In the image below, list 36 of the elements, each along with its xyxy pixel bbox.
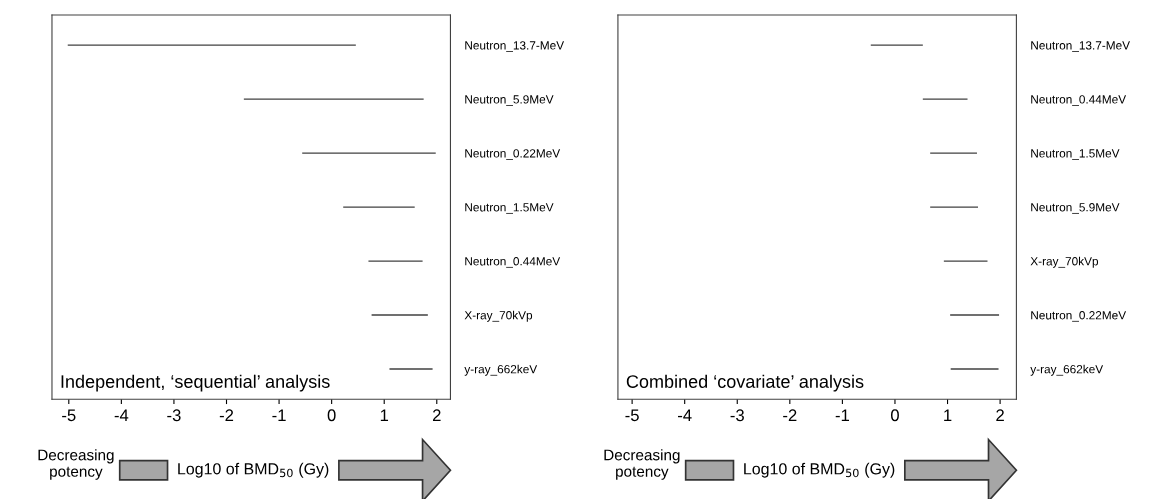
annotation: Combined ‘covariate’ analysis [626,374,864,392]
y-tick-label: y-ray_662keV [1030,364,1104,376]
y-tick-label: Neutron_13.7-MeV [1031,41,1130,52]
y-tick-label: y-ray_662keV [464,364,538,376]
y-tick-label: Neutron_0.44MeV [465,257,561,268]
y-tick-label: Neutron_1.5MeV [465,203,554,214]
x-tick-label: -4 [678,409,692,421]
x-tick-label: -2 [783,409,797,421]
x-tick-label: -3 [167,409,181,422]
y-tick-label: Neutron_0.22MeV [465,149,561,160]
x-tick-label: -5 [625,409,639,422]
y-tick-label: X-ray_70kVp [464,310,533,322]
y-tick-label: Neutron_1.5MeV [1031,149,1120,160]
text: Decreasing potency [604,449,680,480]
x-tick-label: 2 [432,409,441,421]
x-tick-label: 0 [890,409,899,422]
x-tick-label: 1 [380,409,389,421]
annotation: Independent, ‘sequential’ analysis [61,374,330,392]
x-tick-label: 0 [327,409,336,422]
x-axis-title: Log10 of BMD$_{50}$ (Gy) [744,462,895,478]
x-tick-label: -4 [114,409,129,421]
y-tick-label: X-ray_70kVp [1030,256,1099,268]
x-tick-label: 2 [996,409,1004,421]
y-tick-label: Neutron_5.9MeV [465,95,554,106]
x-tick-label: -3 [730,409,744,422]
x-tick-label: -5 [62,409,76,422]
x-tick-label: -1 [272,409,286,421]
x-tick-label: -1 [835,409,849,421]
y-tick-label: Neutron_0.44MeV [1031,95,1127,106]
x-tick-label: 1 [944,409,952,421]
x-tick-label: -2 [219,409,234,421]
text: Decreasing potency [38,449,114,480]
y-tick-label: Neutron_5.9MeV [1031,203,1120,214]
y-tick-label: Neutron_0.22MeV [1031,311,1127,322]
y-tick-label: Neutron_13.7-MeV [465,41,565,52]
x-axis-title: Log10 of BMD$_{50}$ (Gy) [178,462,329,478]
